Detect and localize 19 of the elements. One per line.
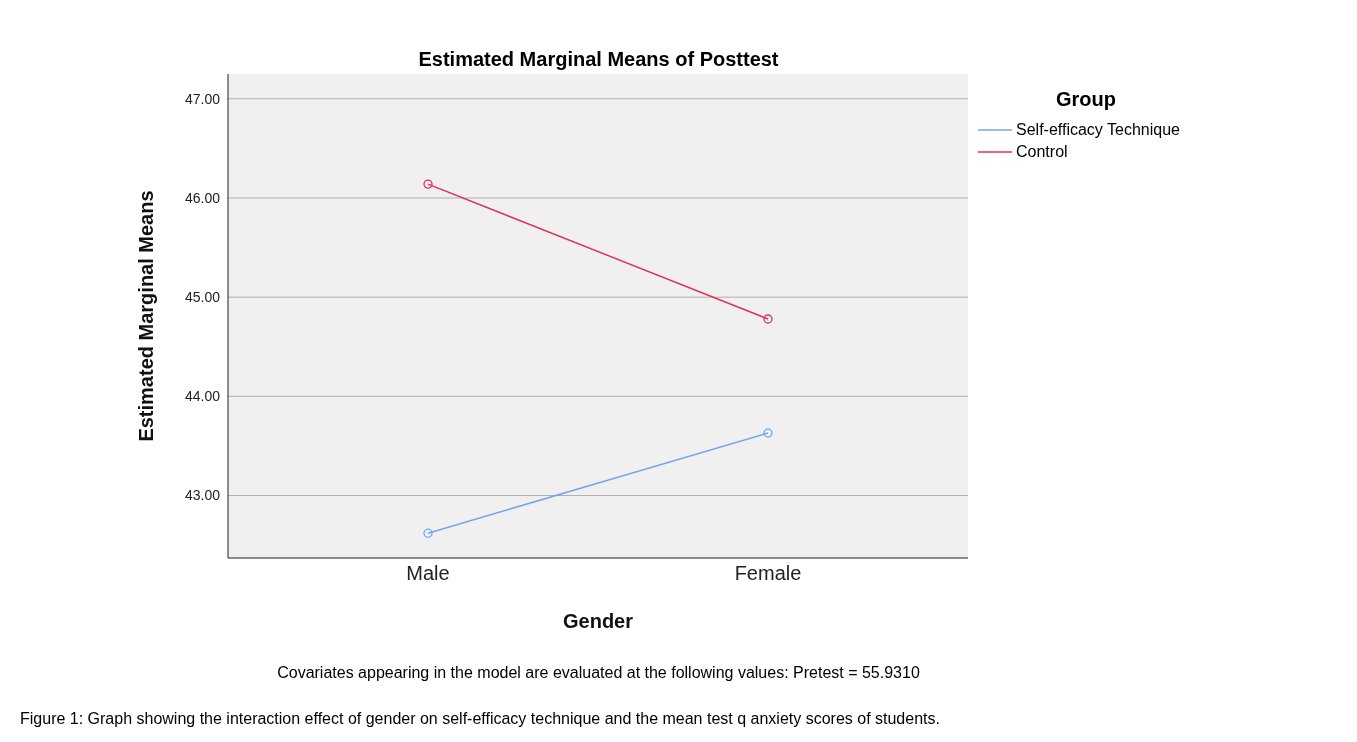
caption: Figure 1: Graph showing the interaction effect of gender on self-efficacy technique and the mean test q anxiety scores of students. — [20, 710, 941, 728]
point — [763, 428, 773, 438]
x-tick-label: Female — [734, 562, 802, 585]
point — [423, 528, 433, 538]
legend-label: Self-efficacy Technique — [1016, 121, 1180, 139]
y-axis-title: Estimated Marginal Means — [135, 190, 158, 442]
x-tick-label: Male — [406, 562, 450, 585]
y-tick-label: 45.00 — [184, 289, 221, 306]
legend-label: Control — [1016, 143, 1068, 161]
point — [763, 314, 773, 324]
point — [423, 179, 433, 189]
y-tick-label: 43.00 — [184, 487, 221, 504]
y-tick-label: 47.00 — [184, 90, 221, 107]
y-tick-label: 46.00 — [184, 189, 221, 206]
x-axis-title: Gender — [562, 610, 634, 632]
y-tick-label: 44.00 — [184, 388, 221, 405]
legend-title: Group — [1056, 88, 1117, 111]
chart-title: Estimated Marginal Means of Posttest — [417, 48, 780, 71]
text: Covariates appearing in the model are evaluated at the following values: Pretest = 55.9310 — [276, 664, 921, 682]
